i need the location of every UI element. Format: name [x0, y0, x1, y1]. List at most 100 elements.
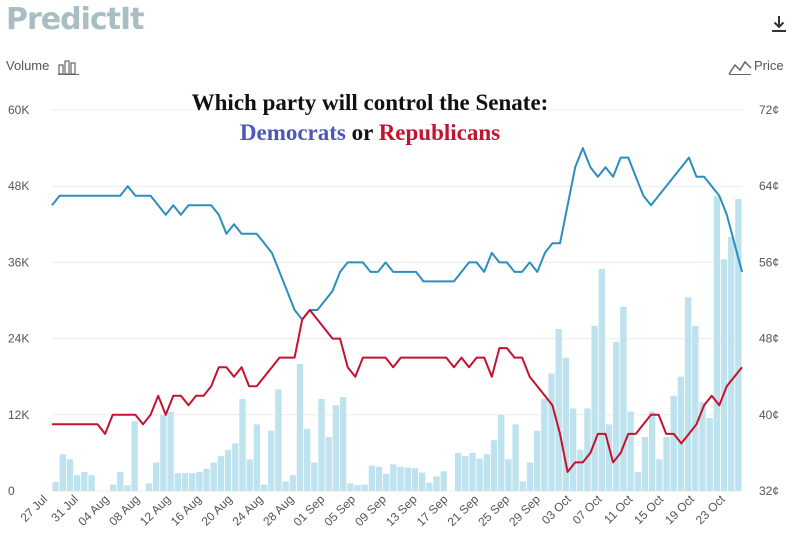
left-tick-label: 48K — [8, 179, 29, 193]
volume-bar — [145, 483, 153, 491]
volume-bar — [109, 484, 117, 491]
left-tick-label: 24K — [8, 332, 29, 346]
volume-bar — [282, 481, 289, 492]
volume-bar — [275, 389, 282, 491]
right-tick-label: 48¢ — [759, 332, 779, 346]
volume-bar — [541, 398, 548, 492]
price-lines — [51, 147, 743, 473]
chart-title: Which party will control the Senate: Dem… — [100, 88, 640, 148]
volume-bar — [361, 484, 368, 491]
volume-bar — [670, 395, 677, 491]
volume-bar — [131, 421, 138, 491]
x-tick-label: 24 Aug — [229, 492, 265, 528]
volume-bar — [641, 437, 649, 491]
volume-bar — [569, 408, 577, 491]
series-line-republicans — [52, 309, 743, 473]
title-line1: Which party will control the Senate: — [191, 90, 549, 115]
x-tick-label: 01 Sep — [291, 492, 328, 529]
volume-bar — [663, 437, 670, 491]
volume-bar — [160, 414, 167, 491]
x-tick-label: 28 Aug — [260, 492, 296, 528]
volume-bar — [426, 482, 433, 492]
volume-bar — [598, 268, 606, 491]
volume-bar — [404, 467, 411, 491]
volume-bar — [584, 408, 591, 491]
volume-bar — [433, 476, 440, 491]
volume-bar — [512, 424, 519, 491]
price-axis-label: Price — [754, 58, 784, 73]
right-tick-label: 64¢ — [759, 179, 779, 193]
download-icon[interactable] — [770, 14, 788, 34]
volume-bar — [713, 195, 721, 491]
volume-bar — [296, 364, 304, 491]
volume-bar — [692, 325, 699, 491]
volume-bar — [684, 297, 692, 491]
x-tick-label: 27 Jul — [18, 492, 51, 525]
volume-bar — [368, 465, 376, 491]
volume-bar — [411, 468, 419, 491]
x-tick-label: 05 Sep — [321, 492, 358, 529]
x-tick-label: 19 Oct — [662, 492, 697, 527]
volume-bar — [232, 443, 239, 492]
volume-bar — [591, 325, 598, 491]
volume-bar — [174, 473, 181, 491]
price-line-icon[interactable] — [728, 59, 752, 75]
volume-bar — [519, 481, 526, 492]
volume-bar — [720, 259, 728, 491]
x-tick-label: 04 Aug — [75, 492, 111, 528]
volume-bar — [383, 473, 390, 491]
volume-bar — [440, 471, 447, 491]
volume-bar — [454, 452, 462, 491]
x-tick-label: 07 Oct — [570, 492, 605, 527]
volume-bar — [88, 475, 95, 492]
volume-bar — [239, 398, 246, 492]
volume-bar — [620, 306, 627, 491]
x-tick-label: 13 Sep — [383, 492, 420, 529]
x-tick-label: 09 Sep — [352, 492, 389, 529]
volume-bar — [260, 484, 268, 491]
volume-bar — [526, 462, 534, 491]
right-tick-label: 56¢ — [759, 255, 779, 269]
volume-bar — [469, 452, 476, 491]
left-axis-ticks: 0 12K 24K 36K 48K 60K — [8, 103, 29, 498]
volume-bar — [505, 459, 512, 491]
volume-bar — [311, 462, 318, 491]
volume-bar — [483, 454, 491, 491]
volume-bar — [66, 459, 74, 491]
x-tick-label: 15 Oct — [631, 492, 666, 527]
volume-bar — [325, 437, 332, 491]
x-tick-label: 11 Oct — [601, 492, 636, 527]
volume-bar — [124, 485, 131, 491]
x-tick-label: 21 Sep — [445, 492, 482, 529]
x-tick-label: 03 Oct — [539, 492, 574, 527]
right-axis-ticks: 32¢ 40¢ 48¢ 56¢ 64¢ 72¢ — [759, 103, 779, 498]
volume-bar — [196, 471, 203, 491]
x-tick-label: 20 Aug — [199, 492, 235, 528]
volume-bar — [347, 483, 354, 491]
volume-bar — [706, 417, 713, 492]
x-tick-label: 29 Sep — [506, 492, 543, 529]
volume-bar — [498, 414, 505, 491]
volume-bar — [562, 357, 570, 491]
volume-bar — [167, 411, 174, 492]
volume-bar — [318, 398, 325, 492]
volume-bar — [648, 411, 656, 492]
volume-bar — [627, 411, 634, 492]
volume-bar — [390, 464, 397, 491]
volume-bar — [224, 449, 232, 491]
left-tick-label: 60K — [8, 103, 29, 117]
volume-bar — [289, 475, 296, 492]
bar-chart-icon[interactable] — [58, 59, 80, 75]
volume-bars — [52, 195, 742, 492]
volume-bar — [735, 198, 742, 491]
volume-bar — [181, 473, 189, 491]
volume-bar — [476, 458, 483, 492]
right-tick-label: 40¢ — [759, 408, 779, 422]
volume-bar — [246, 459, 253, 491]
volume-bar — [728, 237, 735, 491]
volume-bar — [117, 471, 124, 491]
volume-bar — [605, 424, 613, 491]
left-tick-label: 12K — [8, 408, 29, 422]
right-tick-label: 72¢ — [759, 103, 779, 117]
volume-bar — [418, 472, 426, 491]
